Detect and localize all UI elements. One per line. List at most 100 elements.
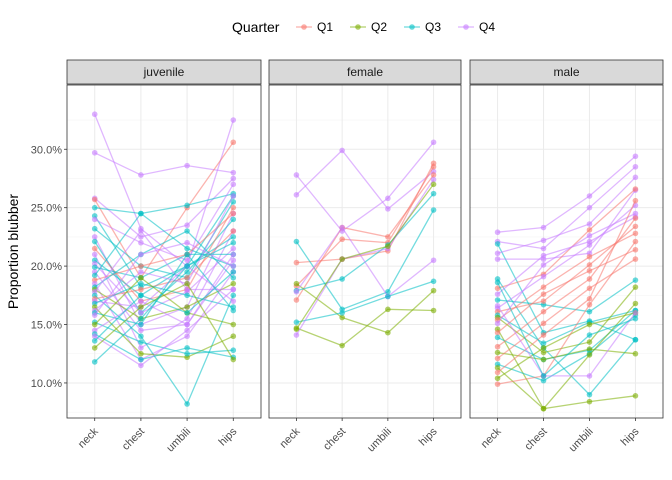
data-point-q3 — [184, 228, 190, 234]
data-point-q1 — [230, 228, 237, 234]
panel-border — [268, 84, 462, 419]
legend-entry-q2: Q2 — [350, 20, 387, 34]
panel-background — [269, 85, 461, 418]
data-point-q3 — [184, 292, 190, 299]
data-point-q3 — [230, 347, 237, 354]
data-point-q4 — [339, 147, 345, 154]
data-point-q1 — [293, 259, 300, 266]
data-point-q1 — [494, 355, 501, 362]
data-point-q4 — [91, 216, 98, 223]
data-point-q4 — [138, 251, 144, 258]
series-line-q3 — [497, 282, 636, 377]
data-point-q2 — [184, 280, 190, 287]
data-point-q4 — [632, 153, 639, 160]
series-line-q4 — [94, 152, 234, 176]
data-point-q2 — [632, 393, 639, 399]
data-point-q4 — [494, 291, 501, 297]
data-point-q4 — [430, 176, 437, 183]
data-point-q3 — [230, 292, 237, 299]
series-line-q4 — [94, 195, 234, 311]
data-point-q3 — [586, 391, 593, 398]
data-point-q4 — [540, 245, 547, 252]
series-line-q3 — [94, 333, 234, 361]
data-point-q4 — [632, 310, 639, 316]
data-point-q3 — [138, 339, 144, 345]
data-point-q3 — [184, 345, 190, 351]
series-line-q1 — [497, 188, 636, 289]
data-point-q2 — [138, 304, 144, 310]
data-point-q4 — [494, 256, 501, 262]
data-point-q2 — [494, 349, 501, 356]
series-line-q4 — [295, 179, 435, 336]
data-point-q4 — [586, 204, 593, 211]
data-point-q4 — [184, 286, 190, 293]
data-point-q1 — [586, 285, 593, 292]
data-point-q3 — [230, 269, 237, 275]
data-point-q4 — [540, 273, 547, 280]
data-point-q1 — [540, 332, 547, 338]
data-point-q3 — [91, 225, 98, 232]
series-line-q2 — [295, 183, 435, 330]
data-point-q4 — [293, 289, 300, 295]
data-point-q2 — [632, 350, 639, 357]
series-line-q2 — [497, 348, 636, 361]
data-point-q3 — [184, 202, 190, 209]
data-point-q4 — [91, 312, 98, 318]
series-line-q1 — [497, 241, 636, 385]
data-point-q4 — [184, 321, 190, 328]
data-point-q2 — [540, 345, 547, 351]
data-point-q4 — [494, 320, 501, 327]
data-point-q2 — [138, 274, 144, 281]
data-point-q3 — [138, 292, 144, 299]
legend-entry-q3: Q3 — [404, 20, 441, 34]
data-point-q4 — [494, 250, 501, 257]
series-line-q2 — [497, 303, 636, 410]
data-point-q4 — [138, 362, 144, 369]
data-point-q1 — [632, 238, 639, 245]
data-point-q4 — [184, 327, 190, 334]
series-line-q3 — [94, 242, 234, 363]
x-tick-label: hips — [417, 425, 440, 448]
data-point-q4 — [494, 229, 501, 236]
data-point-q2 — [586, 398, 593, 405]
series-line-q1 — [295, 174, 435, 301]
series-line-q2 — [497, 328, 636, 410]
legend-entry-q1: Q1 — [296, 20, 333, 34]
data-point-q3 — [184, 310, 190, 316]
facet-strip-label: female — [347, 65, 383, 79]
data-point-q2 — [339, 342, 345, 349]
data-point-q3 — [230, 234, 237, 240]
data-point-q4 — [494, 303, 501, 309]
data-point-q4 — [230, 117, 237, 123]
data-point-q3 — [230, 307, 237, 314]
series-line-q3 — [94, 195, 234, 288]
panel-border — [66, 84, 262, 419]
data-point-q3 — [540, 377, 547, 384]
data-point-q4 — [230, 169, 237, 176]
data-point-q1 — [632, 215, 639, 221]
series-line-q2 — [497, 286, 636, 354]
series-line-q4 — [94, 113, 234, 268]
data-point-q4 — [184, 333, 190, 340]
series-line-q4 — [94, 213, 234, 326]
data-point-q3 — [494, 297, 501, 303]
data-point-q2 — [632, 284, 639, 290]
data-point-q2 — [494, 375, 501, 382]
series-line-q3 — [94, 212, 234, 276]
x-tick-label: neck — [76, 425, 101, 450]
legend-key-point — [355, 24, 361, 30]
y-tick-label: 20.0% — [31, 261, 62, 273]
data-point-q3 — [385, 293, 391, 300]
data-point-q1 — [540, 284, 547, 290]
data-point-q4 — [138, 327, 144, 334]
data-point-q4 — [385, 195, 391, 202]
data-point-q3 — [293, 238, 300, 245]
x-tick-label: hips — [619, 425, 642, 448]
data-point-q2 — [385, 243, 391, 250]
data-point-q2 — [230, 321, 237, 328]
series-line-q2 — [497, 312, 636, 379]
data-point-q3 — [540, 373, 547, 379]
data-point-q3 — [586, 308, 593, 315]
data-point-q1 — [138, 286, 144, 293]
